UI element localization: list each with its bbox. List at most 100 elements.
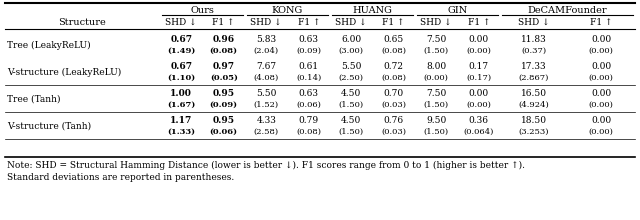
Text: SHD ↓: SHD ↓ <box>420 18 452 26</box>
Text: (1.50): (1.50) <box>339 128 364 136</box>
Text: (1.52): (1.52) <box>253 101 279 109</box>
Text: 0.67: 0.67 <box>170 35 192 44</box>
Text: (0.064): (0.064) <box>463 128 494 136</box>
Text: (0.03): (0.03) <box>381 101 406 109</box>
Text: (0.00): (0.00) <box>589 101 614 109</box>
Text: 7.50: 7.50 <box>426 35 446 44</box>
Text: SHD ↓: SHD ↓ <box>335 18 367 26</box>
Text: 0.00: 0.00 <box>591 116 611 125</box>
Text: 4.33: 4.33 <box>256 116 276 125</box>
Text: (0.00): (0.00) <box>589 128 614 136</box>
Text: (0.00): (0.00) <box>589 74 614 82</box>
Text: 0.61: 0.61 <box>299 62 319 70</box>
Text: 0.76: 0.76 <box>384 116 404 125</box>
Text: Tree (Tanh): Tree (Tanh) <box>7 95 61 103</box>
Text: 1.00: 1.00 <box>170 88 192 97</box>
Text: GIN: GIN <box>447 6 468 15</box>
Text: (1.50): (1.50) <box>424 101 449 109</box>
Text: 0.36: 0.36 <box>468 116 489 125</box>
Text: (0.09): (0.09) <box>210 101 237 109</box>
Text: 0.79: 0.79 <box>299 116 319 125</box>
Text: (2.04): (2.04) <box>253 47 279 55</box>
Text: 0.72: 0.72 <box>384 62 404 70</box>
Text: (0.09): (0.09) <box>296 47 321 55</box>
Text: (2.50): (2.50) <box>339 74 364 82</box>
Text: 0.00: 0.00 <box>468 88 489 97</box>
Text: (1.67): (1.67) <box>167 101 195 109</box>
Text: (0.08): (0.08) <box>381 74 406 82</box>
Text: 5.50: 5.50 <box>341 62 362 70</box>
Text: (3.253): (3.253) <box>518 128 549 136</box>
Text: SHD ↓: SHD ↓ <box>165 18 197 26</box>
Text: 11.83: 11.83 <box>521 35 547 44</box>
Text: 0.97: 0.97 <box>212 62 235 70</box>
Text: (0.00): (0.00) <box>589 47 614 55</box>
Text: (2.867): (2.867) <box>518 74 549 82</box>
Text: 5.83: 5.83 <box>256 35 276 44</box>
Text: 7.67: 7.67 <box>256 62 276 70</box>
Text: KONG: KONG <box>272 6 303 15</box>
Text: (2.58): (2.58) <box>253 128 279 136</box>
Text: (0.05): (0.05) <box>210 74 237 82</box>
Text: 0.95: 0.95 <box>212 88 235 97</box>
Text: 0.63: 0.63 <box>299 35 319 44</box>
Text: (0.00): (0.00) <box>424 74 449 82</box>
Text: (1.50): (1.50) <box>339 101 364 109</box>
Text: 0.00: 0.00 <box>591 35 611 44</box>
Text: (0.17): (0.17) <box>466 74 492 82</box>
Text: 18.50: 18.50 <box>521 116 547 125</box>
Text: Structure: Structure <box>58 18 106 26</box>
Text: (0.03): (0.03) <box>381 128 406 136</box>
Text: Standard deviations are reported in parentheses.: Standard deviations are reported in pare… <box>7 172 234 182</box>
Text: 6.00: 6.00 <box>341 35 362 44</box>
Text: 0.96: 0.96 <box>212 35 235 44</box>
Text: (0.08): (0.08) <box>296 128 321 136</box>
Text: (0.00): (0.00) <box>467 101 491 109</box>
Text: F1 ↑: F1 ↑ <box>298 18 320 26</box>
Text: (1.50): (1.50) <box>424 128 449 136</box>
Text: Tree (LeakyReLU): Tree (LeakyReLU) <box>7 40 91 50</box>
Text: 0.17: 0.17 <box>468 62 489 70</box>
Text: 0.70: 0.70 <box>384 88 404 97</box>
Text: SHD ↓: SHD ↓ <box>518 18 550 26</box>
Text: F1 ↑: F1 ↑ <box>383 18 405 26</box>
Text: (0.06): (0.06) <box>210 128 237 136</box>
Text: (1.50): (1.50) <box>424 47 449 55</box>
Text: 9.50: 9.50 <box>426 116 446 125</box>
Text: (4.924): (4.924) <box>518 101 549 109</box>
Text: (1.33): (1.33) <box>167 128 195 136</box>
Text: (0.00): (0.00) <box>467 47 491 55</box>
Text: 0.00: 0.00 <box>468 35 489 44</box>
Text: F1 ↑: F1 ↑ <box>590 18 612 26</box>
Text: (4.08): (4.08) <box>253 74 279 82</box>
Text: (0.14): (0.14) <box>296 74 321 82</box>
Text: (0.08): (0.08) <box>210 47 237 55</box>
Text: (0.08): (0.08) <box>381 47 406 55</box>
Text: 0.00: 0.00 <box>591 62 611 70</box>
Text: Note: SHD = Structural Hamming Distance (lower is better ↓). F1 scores range fro: Note: SHD = Structural Hamming Distance … <box>7 160 525 170</box>
Text: 0.63: 0.63 <box>299 88 319 97</box>
Text: 17.33: 17.33 <box>521 62 547 70</box>
Text: 5.50: 5.50 <box>256 88 276 97</box>
Text: (0.06): (0.06) <box>296 101 321 109</box>
Text: 0.95: 0.95 <box>212 116 235 125</box>
Text: F1 ↑: F1 ↑ <box>467 18 490 26</box>
Text: SHD ↓: SHD ↓ <box>250 18 282 26</box>
Text: 16.50: 16.50 <box>521 88 547 97</box>
Text: (3.00): (3.00) <box>339 47 364 55</box>
Text: 4.50: 4.50 <box>341 88 362 97</box>
Text: HUANG: HUANG <box>353 6 392 15</box>
Text: 1.17: 1.17 <box>170 116 193 125</box>
Text: 4.50: 4.50 <box>341 116 362 125</box>
Text: (1.10): (1.10) <box>167 74 195 82</box>
Text: 8.00: 8.00 <box>426 62 446 70</box>
Text: F1 ↑: F1 ↑ <box>212 18 235 26</box>
Text: 7.50: 7.50 <box>426 88 446 97</box>
Text: DeCAMFounder: DeCAMFounder <box>528 6 607 15</box>
Text: (0.37): (0.37) <box>521 47 547 55</box>
Text: (1.49): (1.49) <box>167 47 195 55</box>
Text: 0.67: 0.67 <box>170 62 192 70</box>
Text: V-structure (Tanh): V-structure (Tanh) <box>7 121 91 130</box>
Text: Ours: Ours <box>191 6 214 15</box>
Text: 0.00: 0.00 <box>591 88 611 97</box>
